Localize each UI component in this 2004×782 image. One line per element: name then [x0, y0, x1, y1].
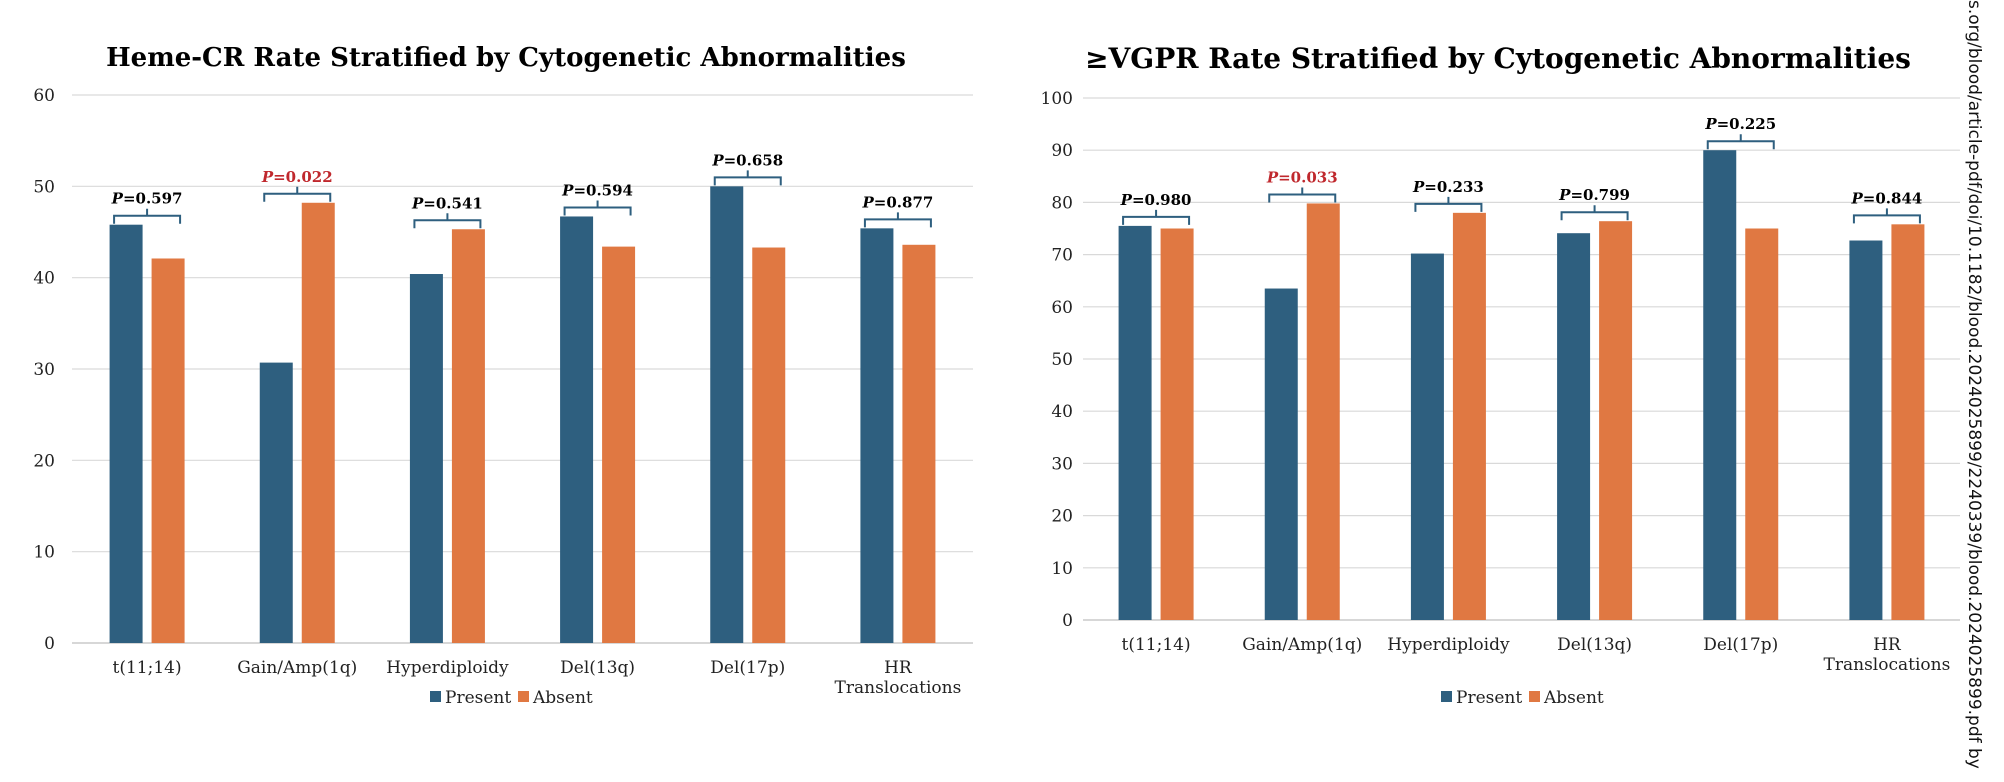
category-label: Hyperdiploidy	[1387, 635, 1510, 655]
bar-present	[1264, 288, 1298, 620]
bar-absent	[451, 229, 485, 643]
y-tick-label: 30	[33, 360, 55, 380]
p-value-label: P=0.541	[411, 194, 483, 212]
y-tick-label: 0	[44, 634, 55, 654]
bar-present	[860, 228, 894, 643]
p-value-label: P=0.233	[1412, 178, 1484, 196]
y-tick-label: 40	[1051, 402, 1073, 422]
legend: Present Absent	[1441, 688, 1604, 708]
bar-present	[1703, 150, 1737, 620]
y-tick-label: 80	[1051, 193, 1073, 213]
p-value-label: P=0.022	[261, 168, 333, 186]
y-tick-label: 40	[33, 269, 55, 289]
y-tick-label: 30	[1051, 454, 1073, 474]
bar-absent	[902, 244, 936, 643]
legend: Present Absent	[430, 688, 593, 708]
significance-bracket	[563, 200, 632, 216]
significance-bracket	[1560, 205, 1629, 221]
category-label: Del(17p)	[1703, 635, 1778, 655]
significance-bracket	[413, 213, 482, 229]
significance-bracket	[1268, 187, 1337, 203]
category-label: HR Translocations	[835, 658, 962, 698]
bar-present	[1410, 253, 1444, 620]
bar-present	[259, 362, 293, 643]
chart-heme-cr: Heme-CR Rate Stratified by Cytogenetic A…	[33, 43, 973, 708]
chart-vgpr: ≥VGPR Rate Stratified by Cytogenetic Abn…	[1041, 42, 1960, 708]
category-label: t(11;14)	[113, 658, 182, 678]
y-tick-label: 50	[33, 177, 55, 197]
y-tick-label: 10	[33, 543, 55, 563]
bar-absent	[752, 247, 786, 643]
significance-bracket	[713, 170, 782, 186]
significance-bracket	[113, 208, 182, 224]
p-value-label: P=0.658	[711, 151, 783, 169]
significance-bracket	[1122, 209, 1191, 225]
category-label: HR Translocations	[1824, 635, 1951, 675]
category-label: Del(17p)	[710, 658, 785, 678]
bar-absent	[1452, 212, 1486, 620]
significance-bracket	[863, 212, 932, 228]
legend-label-present: Present	[1456, 688, 1522, 708]
category-label: Hyperdiploidy	[386, 658, 509, 678]
category-label: Del(13q)	[1557, 635, 1632, 655]
y-tick-label: 20	[33, 451, 55, 471]
category-label: Gain/Amp(1q)	[1242, 635, 1362, 655]
p-value-label: P=0.033	[1266, 168, 1338, 186]
y-tick-label: 90	[1051, 141, 1073, 161]
significance-bracket	[1706, 134, 1775, 150]
y-tick-label: 70	[1051, 246, 1073, 266]
bar-absent	[602, 246, 636, 643]
bar-absent	[1160, 228, 1194, 620]
bar-present	[560, 216, 594, 643]
legend-swatch-present	[430, 691, 441, 702]
bar-absent	[301, 202, 335, 644]
y-tick-label: 20	[1051, 507, 1073, 527]
bar-absent	[1891, 224, 1925, 620]
significance-bracket	[1852, 208, 1921, 224]
y-tick-label: 60	[1051, 298, 1073, 318]
bar-present	[1557, 233, 1591, 620]
p-value-label: P=0.844	[1851, 189, 1923, 207]
y-tick-label: 100	[1041, 89, 1073, 109]
y-tick-label: 50	[1051, 350, 1073, 370]
legend-label-absent: Absent	[532, 688, 593, 708]
bar-absent	[1599, 221, 1633, 620]
category-label: t(11;14)	[1122, 635, 1191, 655]
chart-title: ≥VGPR Rate Stratified by Cytogenetic Abn…	[1085, 42, 1911, 75]
doi-watermark: s.org/blood/article-pdf/doi/10.1182/bloo…	[1964, 0, 1984, 769]
bar-absent	[151, 258, 185, 643]
legend-swatch-absent	[518, 691, 529, 702]
category-label: Del(13q)	[560, 658, 635, 678]
bar-present	[409, 274, 443, 643]
bar-absent	[1745, 228, 1779, 620]
p-value-label: P=0.225	[1704, 115, 1776, 133]
bar-absent	[1306, 203, 1340, 620]
y-tick-label: 10	[1051, 559, 1073, 579]
legend-swatch-absent	[1529, 691, 1540, 702]
y-tick-label: 60	[33, 86, 55, 106]
category-label: Gain/Amp(1q)	[237, 658, 357, 678]
p-value-label: P=0.799	[1558, 186, 1630, 204]
y-tick-label: 0	[1062, 611, 1073, 631]
significance-bracket	[1414, 196, 1483, 212]
bar-present	[109, 224, 143, 643]
legend-swatch-present	[1441, 691, 1452, 702]
legend-label-absent: Absent	[1543, 688, 1604, 708]
legend-label-present: Present	[445, 688, 511, 708]
p-value-label: P=0.877	[862, 193, 934, 211]
significance-bracket	[263, 186, 332, 202]
chart-title: Heme-CR Rate Stratified by Cytogenetic A…	[106, 43, 906, 73]
p-value-label: P=0.594	[561, 181, 633, 199]
bar-present	[1118, 225, 1152, 620]
p-value-label: P=0.980	[1120, 191, 1192, 209]
bar-present	[710, 186, 744, 644]
bar-present	[1849, 240, 1883, 621]
p-value-label: P=0.597	[111, 190, 183, 208]
